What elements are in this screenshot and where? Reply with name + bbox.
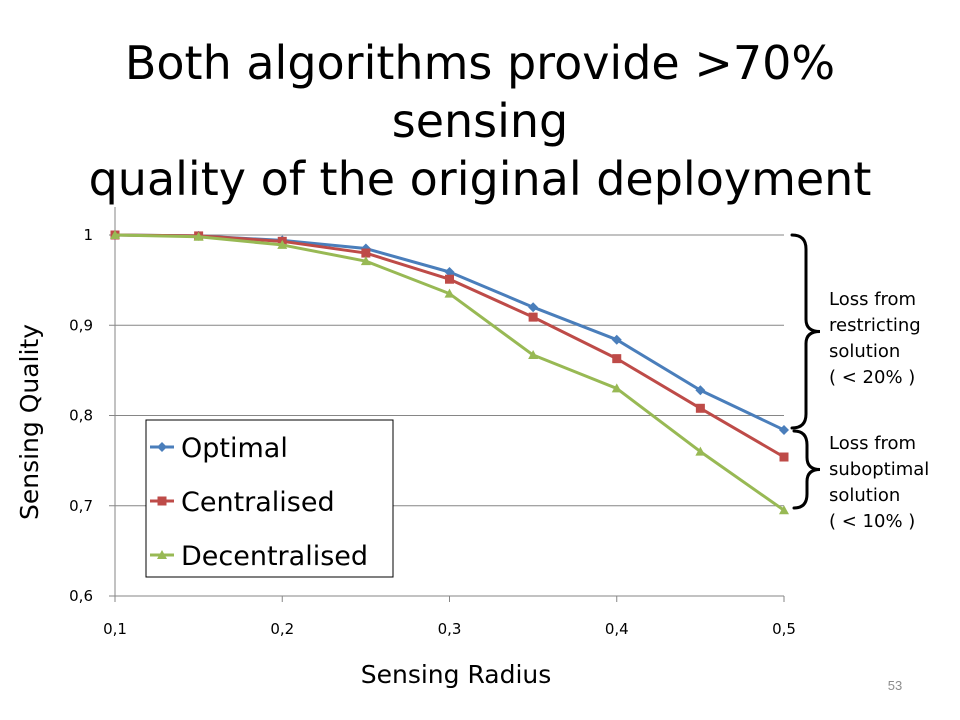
annotation-line: solution	[829, 485, 901, 506]
data-point-centralised	[361, 248, 371, 258]
y-tick-label: 0,6	[69, 587, 93, 605]
x-tick-label: 0,4	[605, 620, 629, 638]
tick-labels: 0,6 0,7 0,8 0,9 1 0,1 0,2 0,3 0,4 0,5	[69, 226, 796, 638]
annotation-suboptimal-loss: Loss from suboptimal solution ( < 10% )	[829, 431, 929, 535]
data-point-centralised	[445, 274, 454, 284]
data-point-decentralised	[611, 383, 622, 393]
x-tick-label: 0,5	[772, 620, 796, 638]
y-tick-label: 0,9	[69, 316, 93, 334]
data-point-decentralised	[360, 256, 371, 266]
y-tick-label: 0,8	[69, 407, 93, 425]
y-axis-label: Sensing Quality	[15, 324, 44, 520]
data-point-decentralised	[277, 239, 288, 249]
data-point-centralised	[612, 354, 622, 364]
annotation-line: solution	[829, 341, 901, 362]
annotation-line: ( < 10% )	[829, 511, 916, 532]
legend-box	[145, 419, 394, 578]
data-point-optimal	[444, 267, 455, 278]
data-point-centralised	[695, 403, 705, 413]
data-point-optimal	[695, 385, 706, 396]
data-point-decentralised	[444, 288, 455, 298]
data-point-decentralised	[528, 350, 539, 360]
series-line-optimal	[114, 233, 785, 432]
series-lines	[110, 230, 789, 515]
legend-swatch-marker	[157, 496, 167, 506]
legend: Optimal Centralised Decentralised	[145, 419, 394, 578]
slide-title-line-2: quality of the original deployment	[88, 152, 872, 206]
x-tick-label: 0,3	[438, 620, 462, 638]
annotation-line: Loss from	[829, 289, 917, 310]
slide-number: 53	[887, 678, 903, 693]
slide-title-line-1: Both algorithms provide >70% sensing	[124, 36, 836, 148]
data-point-centralised	[528, 312, 538, 322]
y-tick-label: 1	[83, 226, 93, 244]
brackets	[790, 233, 821, 510]
data-point-optimal	[611, 334, 622, 345]
data-point-decentralised	[193, 231, 204, 241]
slide-title: Both algorithms provide >70% sensing qua…	[40, 34, 920, 208]
data-point-decentralised	[779, 505, 789, 515]
x-axis-label: Sensing Radius	[361, 660, 552, 689]
legend-label-decentralised: Decentralised	[181, 541, 368, 572]
annotation-restricting-loss: Loss from restricting solution ( < 20% )	[829, 287, 921, 391]
annotation-line: ( < 20% )	[829, 367, 916, 388]
annotation-line: restricting	[829, 315, 921, 336]
x-tick-label: 0,2	[270, 620, 294, 638]
legend-swatch-marker	[157, 442, 167, 452]
y-tick-label: 0,7	[69, 497, 93, 515]
x-tick-label: 0,1	[103, 620, 127, 638]
data-point-decentralised	[695, 446, 706, 456]
legend-swatch-marker	[157, 550, 167, 559]
annotation-line: suboptimal	[829, 459, 930, 480]
bracket-suboptimal-loss	[792, 429, 821, 510]
axes	[109, 207, 785, 602]
legend-label-optimal: Optimal	[181, 433, 288, 464]
data-point-centralised	[779, 452, 789, 462]
data-point-optimal	[779, 424, 789, 435]
data-point-decentralised	[110, 230, 120, 239]
data-point-optimal	[528, 302, 539, 313]
annotation-line: Loss from	[829, 433, 917, 454]
bracket-restricting-loss	[790, 233, 821, 430]
legend-label-centralised: Centralised	[181, 487, 335, 518]
